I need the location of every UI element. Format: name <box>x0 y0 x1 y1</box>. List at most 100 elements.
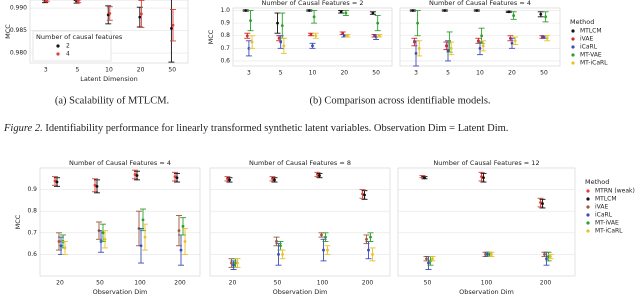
y-tick-label: 0.6 <box>27 251 37 258</box>
point <box>342 34 346 38</box>
legend-marker <box>586 213 590 217</box>
x-tick-label: 200 <box>174 280 186 287</box>
x-tick-label: 3 <box>414 70 418 77</box>
legend-marker <box>56 52 60 56</box>
point <box>488 253 491 256</box>
x-tick-label: 5 <box>446 70 450 77</box>
point <box>139 244 143 248</box>
legend-marker <box>571 37 575 41</box>
point <box>475 9 479 12</box>
legend-label: MTLCM <box>595 196 617 203</box>
legend-label: iVAE <box>595 204 608 211</box>
point <box>542 35 546 39</box>
point <box>371 253 374 256</box>
point <box>417 46 421 50</box>
x-tick-label: 20 <box>340 70 348 77</box>
y-tick-label: 0.8 <box>220 32 230 39</box>
point <box>280 24 284 28</box>
x-tick-label: 10 <box>476 70 484 77</box>
point <box>549 255 552 258</box>
legend-title: Method <box>570 18 594 26</box>
legend-title: Number of causal features <box>36 33 123 41</box>
legend-label: MT-iVAE <box>595 220 619 227</box>
point <box>170 26 173 30</box>
point <box>311 44 314 48</box>
subplot-title: Number of Causal Features = 12 <box>433 159 539 167</box>
x-tick-label: 100 <box>134 280 146 287</box>
point <box>245 34 249 38</box>
point <box>413 40 416 44</box>
point <box>138 15 142 19</box>
x-tick-label: 100 <box>317 280 329 287</box>
x-axis-label: Latent Dimension <box>80 75 137 83</box>
point <box>320 233 323 237</box>
point <box>228 178 231 182</box>
x-axis-label: Observation Dim <box>93 288 148 296</box>
legend-marker <box>586 221 590 225</box>
point <box>411 9 415 12</box>
legend-title: Method <box>585 178 609 186</box>
point <box>545 36 549 40</box>
point <box>244 9 248 12</box>
point <box>431 257 434 261</box>
point <box>175 176 179 180</box>
point <box>539 12 543 16</box>
point <box>63 246 67 250</box>
point <box>446 49 450 53</box>
point <box>312 15 316 19</box>
point <box>276 21 279 25</box>
x-tick-label: 50 <box>168 67 176 74</box>
point <box>341 31 345 35</box>
point <box>481 44 485 48</box>
y-axis-label: MCC <box>4 24 12 39</box>
x-tick-label: 3 <box>247 70 251 77</box>
point <box>482 176 485 180</box>
point <box>513 39 517 43</box>
point <box>512 14 515 17</box>
point <box>277 36 281 40</box>
x-tick-label: 100 <box>481 280 493 287</box>
x-tick-label: 50 <box>424 280 432 287</box>
point <box>135 174 139 177</box>
point <box>141 218 145 222</box>
point <box>171 23 175 27</box>
x-tick-label: 20 <box>229 280 237 287</box>
point <box>547 255 550 258</box>
x-tick-label: 5 <box>279 70 283 77</box>
point <box>371 11 375 15</box>
legend-marker <box>571 53 575 57</box>
caption-b: (b) Comparison across identifiable model… <box>309 95 490 106</box>
point <box>55 180 59 184</box>
point <box>490 253 493 256</box>
x-tick-label: 50 <box>372 70 380 77</box>
y-tick-label: 0.980 <box>10 50 27 57</box>
legend-label: iCaRL <box>580 44 598 51</box>
y-tick-label: 0.6 <box>220 57 230 64</box>
subplot-title: Number of Causal Features = 4 <box>429 0 531 7</box>
subplot-title: Number of Causal Features = 4 <box>69 159 171 167</box>
y-tick-label: 0.7 <box>27 229 37 236</box>
point <box>249 19 252 23</box>
y-tick-label: 0.990 <box>10 5 27 12</box>
point <box>484 253 487 256</box>
x-tick-label: 20 <box>508 70 516 77</box>
point <box>507 10 511 14</box>
x-tick-label: 50 <box>96 280 104 287</box>
point <box>369 235 372 239</box>
point <box>143 235 147 239</box>
legend-label: iCaRL <box>595 212 613 219</box>
point <box>346 34 349 38</box>
legend-label: MT-iCaRL <box>595 228 623 235</box>
legend-marker <box>586 205 590 209</box>
point <box>326 248 329 252</box>
point <box>425 257 428 261</box>
point <box>414 51 418 55</box>
point <box>250 40 254 44</box>
point <box>282 44 286 48</box>
legend-marker <box>586 229 590 233</box>
plot-area <box>39 167 201 277</box>
point <box>339 10 343 14</box>
legend-marker <box>571 29 575 33</box>
y-tick-label: 0.9 <box>220 20 230 27</box>
